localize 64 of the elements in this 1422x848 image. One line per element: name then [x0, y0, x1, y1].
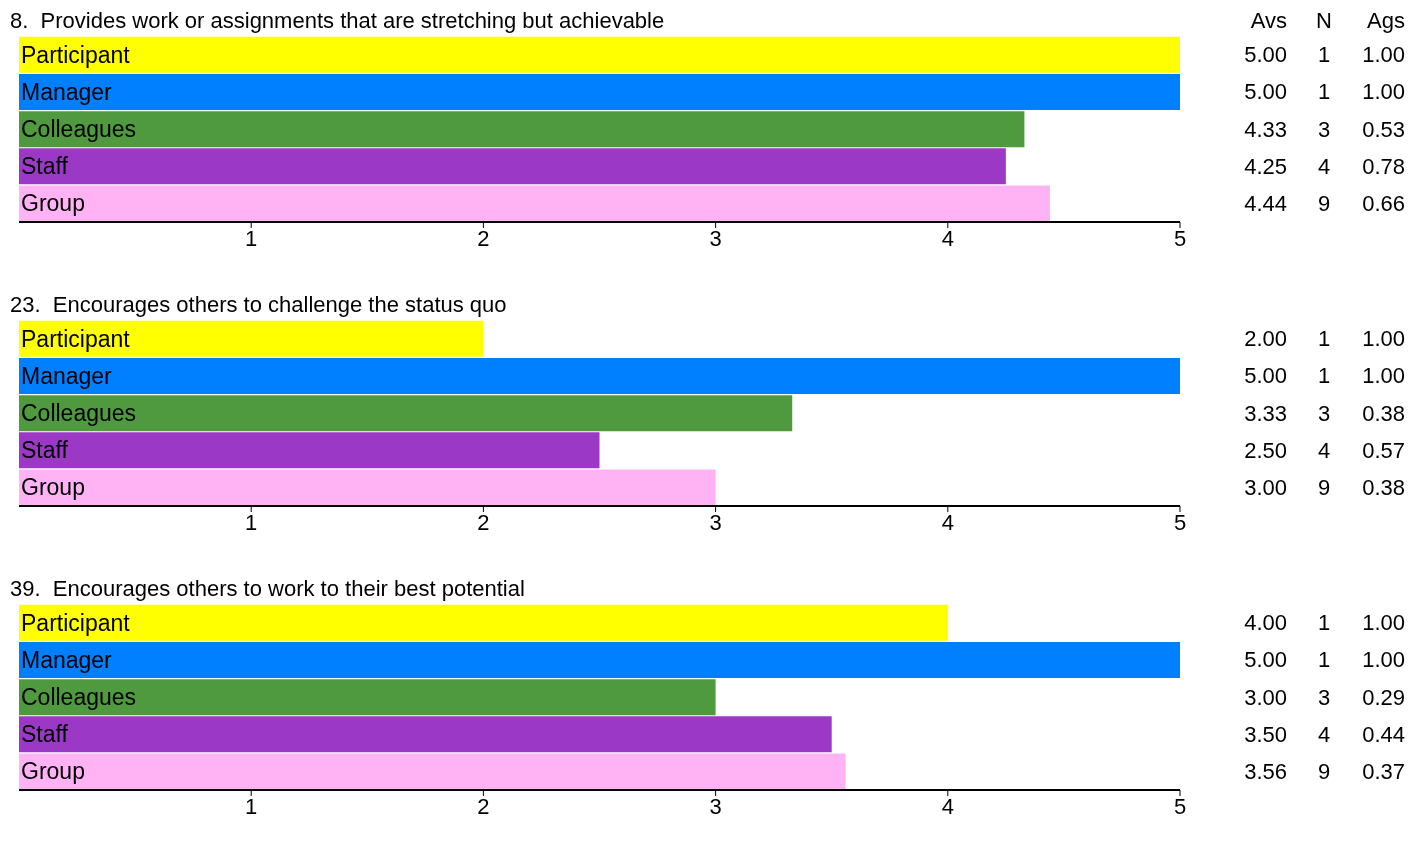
y-tick-label: Participant: [21, 325, 131, 352]
bar: [19, 753, 846, 790]
bar: [19, 36, 1180, 73]
y-tick-label: Colleagues: [21, 684, 137, 710]
text: 4.00 1 1.00: [1244, 610, 1405, 636]
text: 3.00 9 0.38: [1244, 475, 1405, 501]
x-tick-label: 2: [477, 509, 490, 535]
y-tick-label: Manager: [21, 362, 113, 389]
text: 2.50 4 0.57: [1244, 437, 1405, 463]
x-tick-label: 1: [245, 225, 258, 251]
bar: [19, 469, 716, 506]
bar: [19, 357, 1180, 394]
bar: [19, 73, 1180, 110]
text: Avs N Ags: [1250, 7, 1405, 33]
y-tick-label: Staff: [21, 153, 69, 180]
y-tick-label: Colleagues: [21, 400, 137, 426]
bar: [19, 395, 793, 432]
x-tick-label: 4: [941, 793, 954, 819]
y-tick-label: Group: [21, 190, 85, 217]
bar: [19, 148, 1006, 185]
text: 4.44 9 0.66: [1244, 191, 1405, 217]
x-tick-label: 5: [1173, 509, 1187, 535]
x-tick-label: 3: [709, 509, 722, 535]
x-tick-label: 1: [245, 793, 258, 819]
bar: [19, 716, 832, 753]
y-tick-label: Staff: [21, 437, 69, 464]
x-tick-label: 3: [709, 225, 722, 251]
text: 4.33 3 0.53: [1244, 116, 1405, 142]
text: 3.50 4 0.44: [1244, 721, 1405, 747]
chart-title: 39. Encourages others to work to their best potential: [10, 576, 525, 601]
text: 5.00 1 1.00: [1244, 647, 1405, 673]
bar: [19, 679, 716, 716]
text: 3.56 9 0.37: [1244, 759, 1405, 785]
x-tick-label: 1: [245, 509, 258, 535]
x-tick-label: 2: [477, 793, 490, 819]
x-tick-label: 4: [941, 225, 954, 251]
y-tick-label: Group: [21, 758, 85, 785]
y-tick-label: Participant: [21, 609, 131, 636]
x-tick-label: 4: [941, 509, 954, 535]
text: 5.00 1 1.00: [1244, 79, 1405, 105]
text: 5.00 1 1.00: [1244, 363, 1405, 389]
x-tick-label: 5: [1173, 793, 1187, 819]
y-tick-label: Manager: [21, 646, 113, 673]
chart-title: 23. Encourages others to challenge the status quo: [10, 292, 507, 317]
text: 3.00 3 0.29: [1244, 684, 1405, 710]
y-tick-label: Manager: [21, 78, 113, 105]
bar: [19, 185, 1050, 222]
text: 2.00 1 1.00: [1244, 326, 1405, 352]
bar: [19, 641, 1180, 678]
x-tick-label: 3: [709, 793, 722, 819]
y-tick-label: Group: [21, 474, 85, 501]
text: 5.00 1 1.00: [1244, 42, 1405, 68]
text: 4.25 4 0.78: [1244, 153, 1405, 179]
x-tick-label: 2: [477, 225, 490, 251]
bar: [19, 604, 948, 641]
bar: [19, 432, 600, 469]
bar: [19, 111, 1025, 148]
x-tick-label: 5: [1173, 225, 1187, 251]
y-tick-label: Participant: [21, 41, 131, 68]
y-tick-label: Staff: [21, 721, 69, 748]
chart-title: 8. Provides work or assignments that are stretching but achievable: [10, 8, 665, 33]
text: 3.33 3 0.38: [1244, 400, 1405, 426]
bar: [19, 320, 484, 357]
y-tick-label: Colleagues: [21, 116, 137, 142]
